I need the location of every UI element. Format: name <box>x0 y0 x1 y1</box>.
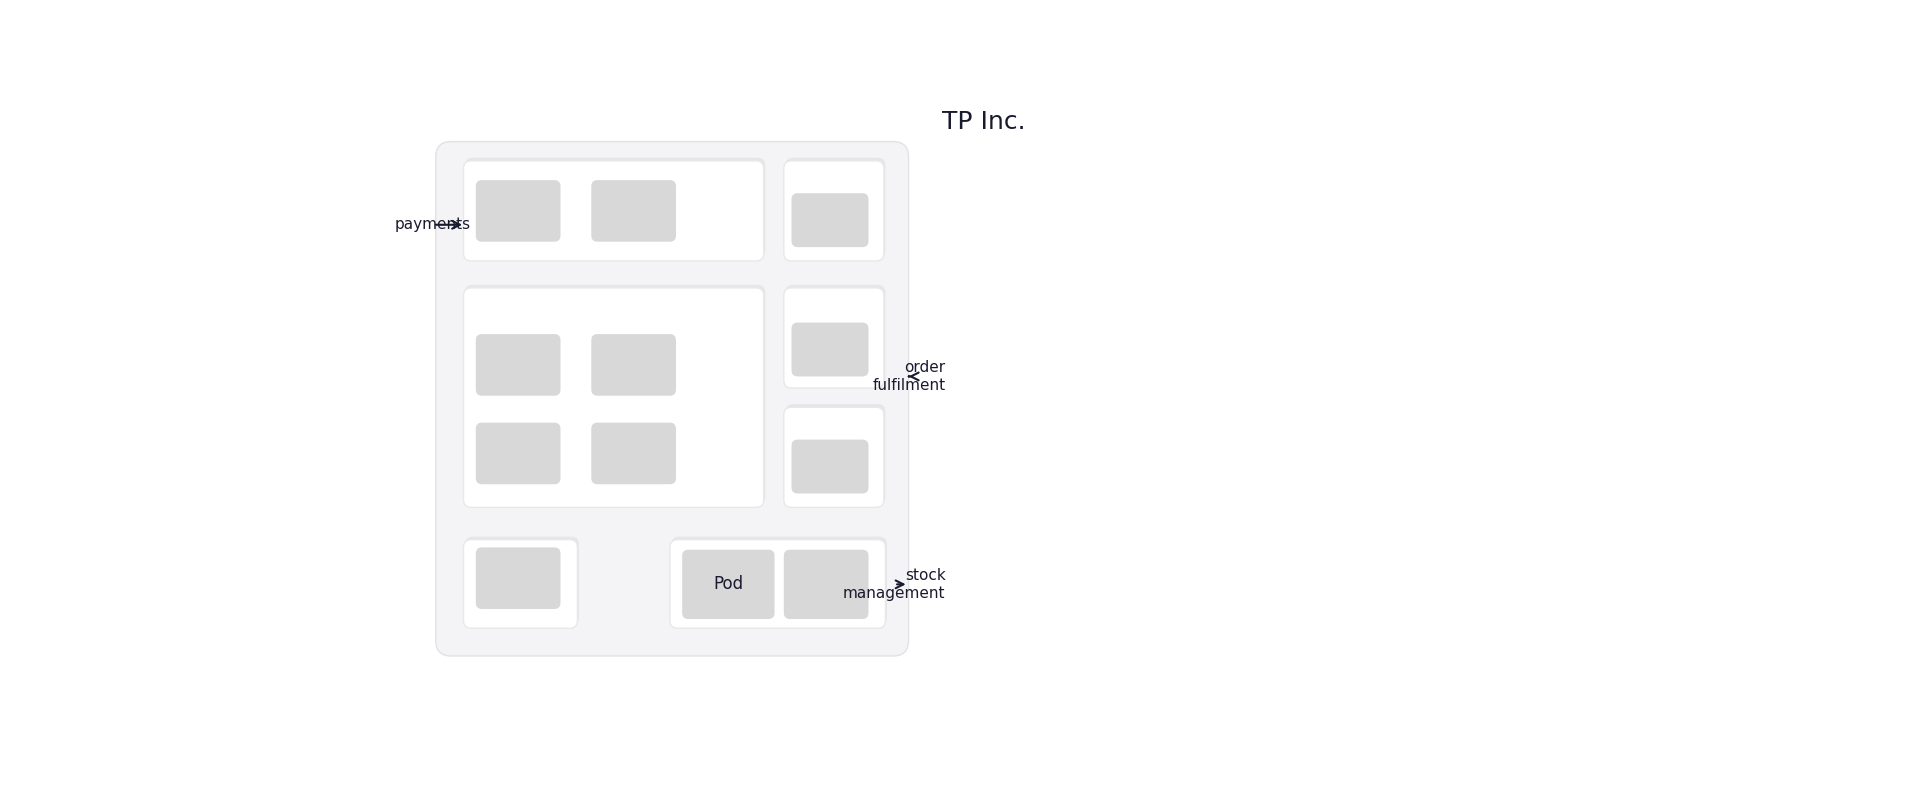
FancyBboxPatch shape <box>476 334 561 396</box>
FancyBboxPatch shape <box>476 423 561 484</box>
FancyBboxPatch shape <box>783 161 883 261</box>
FancyBboxPatch shape <box>436 142 908 656</box>
FancyBboxPatch shape <box>463 288 764 507</box>
Text: TP Inc.: TP Inc. <box>943 111 1025 134</box>
FancyBboxPatch shape <box>785 157 885 258</box>
FancyBboxPatch shape <box>591 334 676 396</box>
FancyBboxPatch shape <box>791 323 868 377</box>
FancyBboxPatch shape <box>682 549 774 619</box>
FancyBboxPatch shape <box>476 548 561 609</box>
FancyBboxPatch shape <box>785 404 885 504</box>
FancyBboxPatch shape <box>465 537 580 625</box>
FancyBboxPatch shape <box>785 285 885 385</box>
Text: order
fulfilment: order fulfilment <box>872 360 945 393</box>
FancyBboxPatch shape <box>465 157 766 258</box>
FancyBboxPatch shape <box>591 180 676 242</box>
FancyBboxPatch shape <box>791 440 868 494</box>
FancyBboxPatch shape <box>591 423 676 484</box>
FancyBboxPatch shape <box>783 407 883 507</box>
FancyBboxPatch shape <box>463 161 764 261</box>
FancyBboxPatch shape <box>783 549 868 619</box>
Text: Pod: Pod <box>714 576 743 593</box>
FancyBboxPatch shape <box>476 180 561 242</box>
FancyBboxPatch shape <box>463 540 578 628</box>
Text: payments: payments <box>396 217 470 232</box>
FancyBboxPatch shape <box>465 285 766 504</box>
FancyBboxPatch shape <box>670 540 885 628</box>
FancyBboxPatch shape <box>672 537 887 625</box>
FancyBboxPatch shape <box>791 193 868 247</box>
Text: stock
management: stock management <box>843 568 945 600</box>
FancyBboxPatch shape <box>783 288 883 388</box>
